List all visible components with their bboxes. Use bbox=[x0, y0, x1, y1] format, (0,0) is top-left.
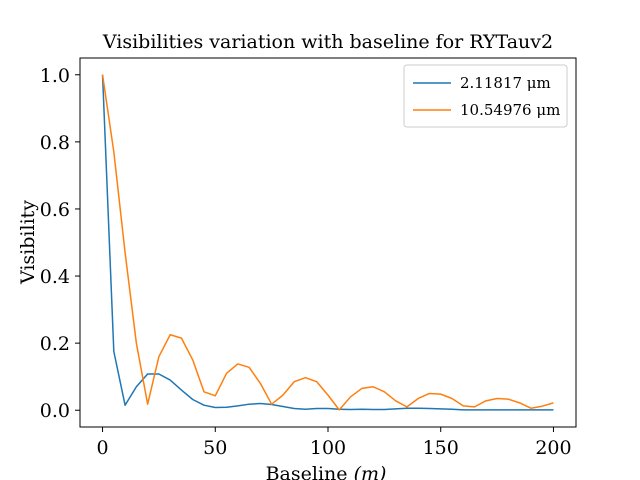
x-tick-label: 100 bbox=[310, 437, 346, 459]
series-line-1 bbox=[101, 74, 554, 411]
x-tick-label: 150 bbox=[423, 437, 459, 459]
x-axis-label-unit: (m) bbox=[354, 463, 387, 480]
legend-label-series-2: 10.54976 μm bbox=[460, 101, 560, 119]
x-axis-label-text: Baseline bbox=[266, 463, 348, 480]
y-axis-label: Visibility bbox=[17, 200, 39, 285]
chart-title: Visibilities variation with baseline for… bbox=[102, 31, 553, 53]
y-tick-label: 0.2 bbox=[40, 333, 70, 355]
x-axis-label: Baseline (m) bbox=[266, 463, 387, 480]
x-axis: 0 50 100 150 200 bbox=[96, 427, 572, 459]
legend-frame bbox=[403, 64, 568, 128]
x-tick-label: 0 bbox=[96, 437, 108, 459]
series-line-2 bbox=[101, 74, 554, 411]
y-tick-label: 0.8 bbox=[40, 132, 70, 154]
legend: 2.11817 μm 10.54976 μm bbox=[403, 64, 568, 128]
y-tick-label: 0.4 bbox=[40, 266, 70, 288]
series-lines bbox=[101, 74, 554, 411]
x-tick-label: 200 bbox=[535, 437, 571, 459]
y-tick-label: 0.0 bbox=[40, 400, 70, 422]
y-tick-label: 0.6 bbox=[40, 199, 70, 221]
legend-label-series-1: 2.11817 μm bbox=[460, 74, 551, 92]
y-axis: 0.0 0.2 0.4 0.6 0.8 1.0 bbox=[40, 65, 80, 422]
y-tick-label: 1.0 bbox=[40, 65, 70, 87]
x-tick-label: 50 bbox=[203, 437, 227, 459]
